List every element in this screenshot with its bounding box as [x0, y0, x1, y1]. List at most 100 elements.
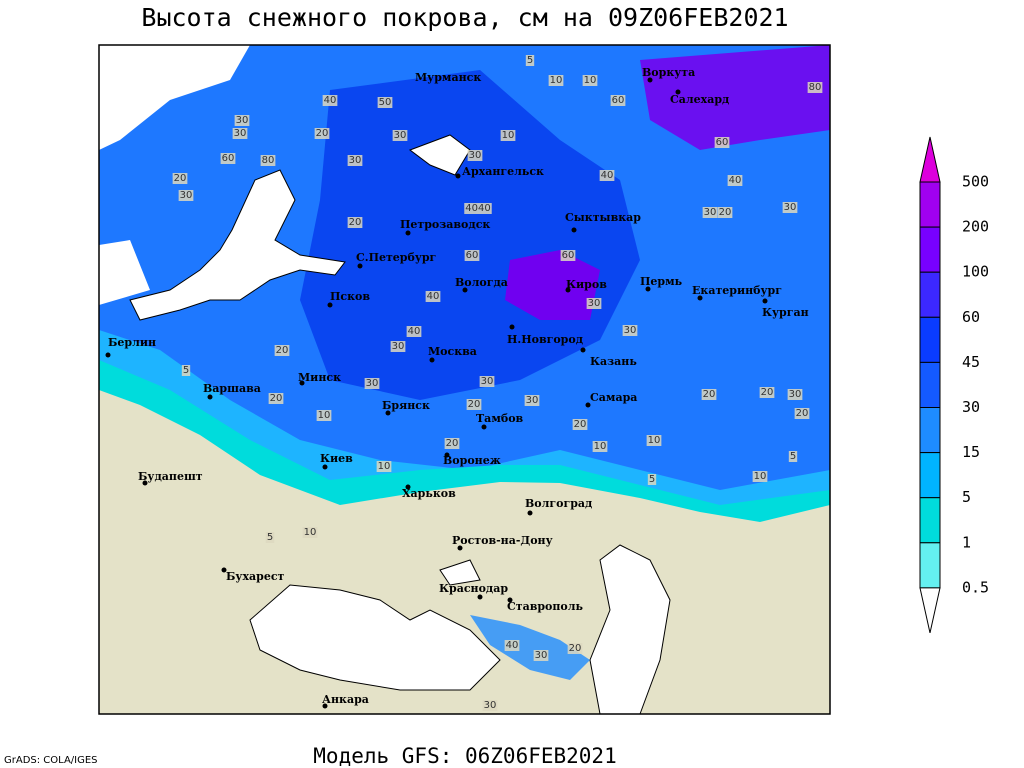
city-dot — [647, 77, 653, 83]
contour-label: 10 — [594, 441, 607, 452]
contour-label-box — [232, 128, 248, 139]
city-dot — [299, 380, 305, 386]
contour-label-box — [524, 395, 540, 406]
contour-label-box — [572, 419, 588, 430]
contour-label-box — [314, 128, 330, 139]
contour-label: 40 — [601, 170, 614, 181]
contour-label-box — [586, 298, 602, 309]
city-label: Казань — [590, 355, 637, 368]
contour-label-box — [525, 55, 535, 66]
contour-label: 60 — [612, 95, 625, 106]
city-dot — [697, 295, 703, 301]
contour-label-box — [444, 438, 460, 449]
colorbar-swatch — [919, 181, 941, 228]
contour-label: 30 — [366, 378, 379, 389]
city-dot — [385, 410, 391, 416]
contour-label-box — [592, 441, 608, 452]
city-label: Пермь — [640, 275, 683, 288]
colorbar-label: 0.5 — [962, 578, 989, 596]
city-dot — [481, 424, 487, 430]
colorbar-label: 500 — [962, 173, 989, 191]
city-label: Салехард — [670, 93, 729, 106]
contour-label: 40 — [427, 291, 440, 302]
city-label: Воркута — [642, 66, 695, 79]
contour-label-box — [807, 82, 823, 93]
colorbar-cap — [919, 136, 941, 183]
contour-label-box — [260, 155, 276, 166]
city-label: Ставрополь — [507, 600, 584, 613]
contour-label: 5 — [527, 55, 533, 66]
contour-label: 20 — [349, 217, 362, 228]
city-label: Псков — [330, 290, 370, 303]
contour-label-box — [466, 399, 482, 410]
contour-label: 80 — [809, 82, 822, 93]
contour-label-box — [599, 170, 615, 181]
colorbar-swatch — [919, 497, 941, 544]
city-dot — [762, 298, 768, 304]
contour-label-box — [702, 207, 718, 218]
contour-label-box — [181, 365, 191, 376]
city-dot — [405, 484, 411, 490]
colorbar-label: 100 — [962, 263, 989, 281]
city-label: Краснодар — [439, 582, 508, 595]
contour-label-box — [622, 325, 638, 336]
contour-label: 20 — [468, 399, 481, 410]
contour-label: 30 — [236, 115, 249, 126]
city-label: Брянск — [382, 399, 430, 412]
colorbar-swatch — [919, 542, 941, 589]
contour-label: 30 — [535, 650, 548, 661]
colorbar-cap — [919, 587, 941, 634]
contour-label-box — [376, 461, 392, 472]
contour-label-box — [548, 75, 564, 86]
sea — [99, 240, 150, 305]
city-label: Самара — [590, 391, 637, 404]
black-sea — [249, 584, 501, 691]
city-label: Ростов-на-Дону — [452, 534, 553, 547]
contour-label-box — [347, 155, 363, 166]
city-dot — [507, 597, 513, 603]
contour-label: 30 — [394, 130, 407, 141]
contour-label-box — [504, 640, 520, 651]
contour-label-box — [759, 387, 775, 398]
azov-sea — [439, 559, 481, 586]
contour-label-box — [646, 435, 662, 446]
contour-label: 40 — [324, 95, 337, 106]
contour-label-box — [500, 130, 516, 141]
colorbar-label: 15 — [962, 443, 980, 461]
city-dot — [142, 480, 148, 486]
contour-label: 50 — [379, 97, 392, 108]
contour-label-box — [265, 532, 275, 543]
colorbar-swatch — [919, 316, 941, 363]
contour-label: 20 — [703, 389, 716, 400]
caucasus-snow — [470, 615, 590, 680]
city-dot — [455, 173, 461, 179]
contour-label-box — [727, 175, 743, 186]
city-dot — [585, 402, 591, 408]
contour-label-box — [316, 410, 332, 421]
contour-label: 30 — [484, 700, 497, 711]
colorbar-label: 45 — [962, 353, 980, 371]
city-label: Бухарест — [226, 570, 285, 583]
contour-label: 10 — [648, 435, 661, 446]
contour-label: 40 — [408, 326, 421, 337]
city-label: Тамбов — [476, 412, 524, 425]
contour-label-box — [322, 95, 338, 106]
city-dot — [444, 452, 450, 458]
contour-label-box — [274, 345, 290, 356]
contour-label-box — [467, 150, 483, 161]
contour-label-box — [647, 474, 657, 485]
city-dot — [645, 286, 651, 292]
city-dot — [571, 227, 577, 233]
contour-label: 10 — [304, 527, 317, 538]
contour-label: 40 — [506, 640, 519, 651]
contour-label: 10 — [550, 75, 563, 86]
city-label: Будапешт — [138, 470, 203, 483]
contour-label: 10 — [502, 130, 515, 141]
city-dot — [357, 263, 363, 269]
city-label: Сыктывкар — [565, 211, 641, 224]
baltic-sea — [129, 169, 346, 321]
contour-label-box — [782, 202, 798, 213]
contour-label: 30 — [789, 389, 802, 400]
